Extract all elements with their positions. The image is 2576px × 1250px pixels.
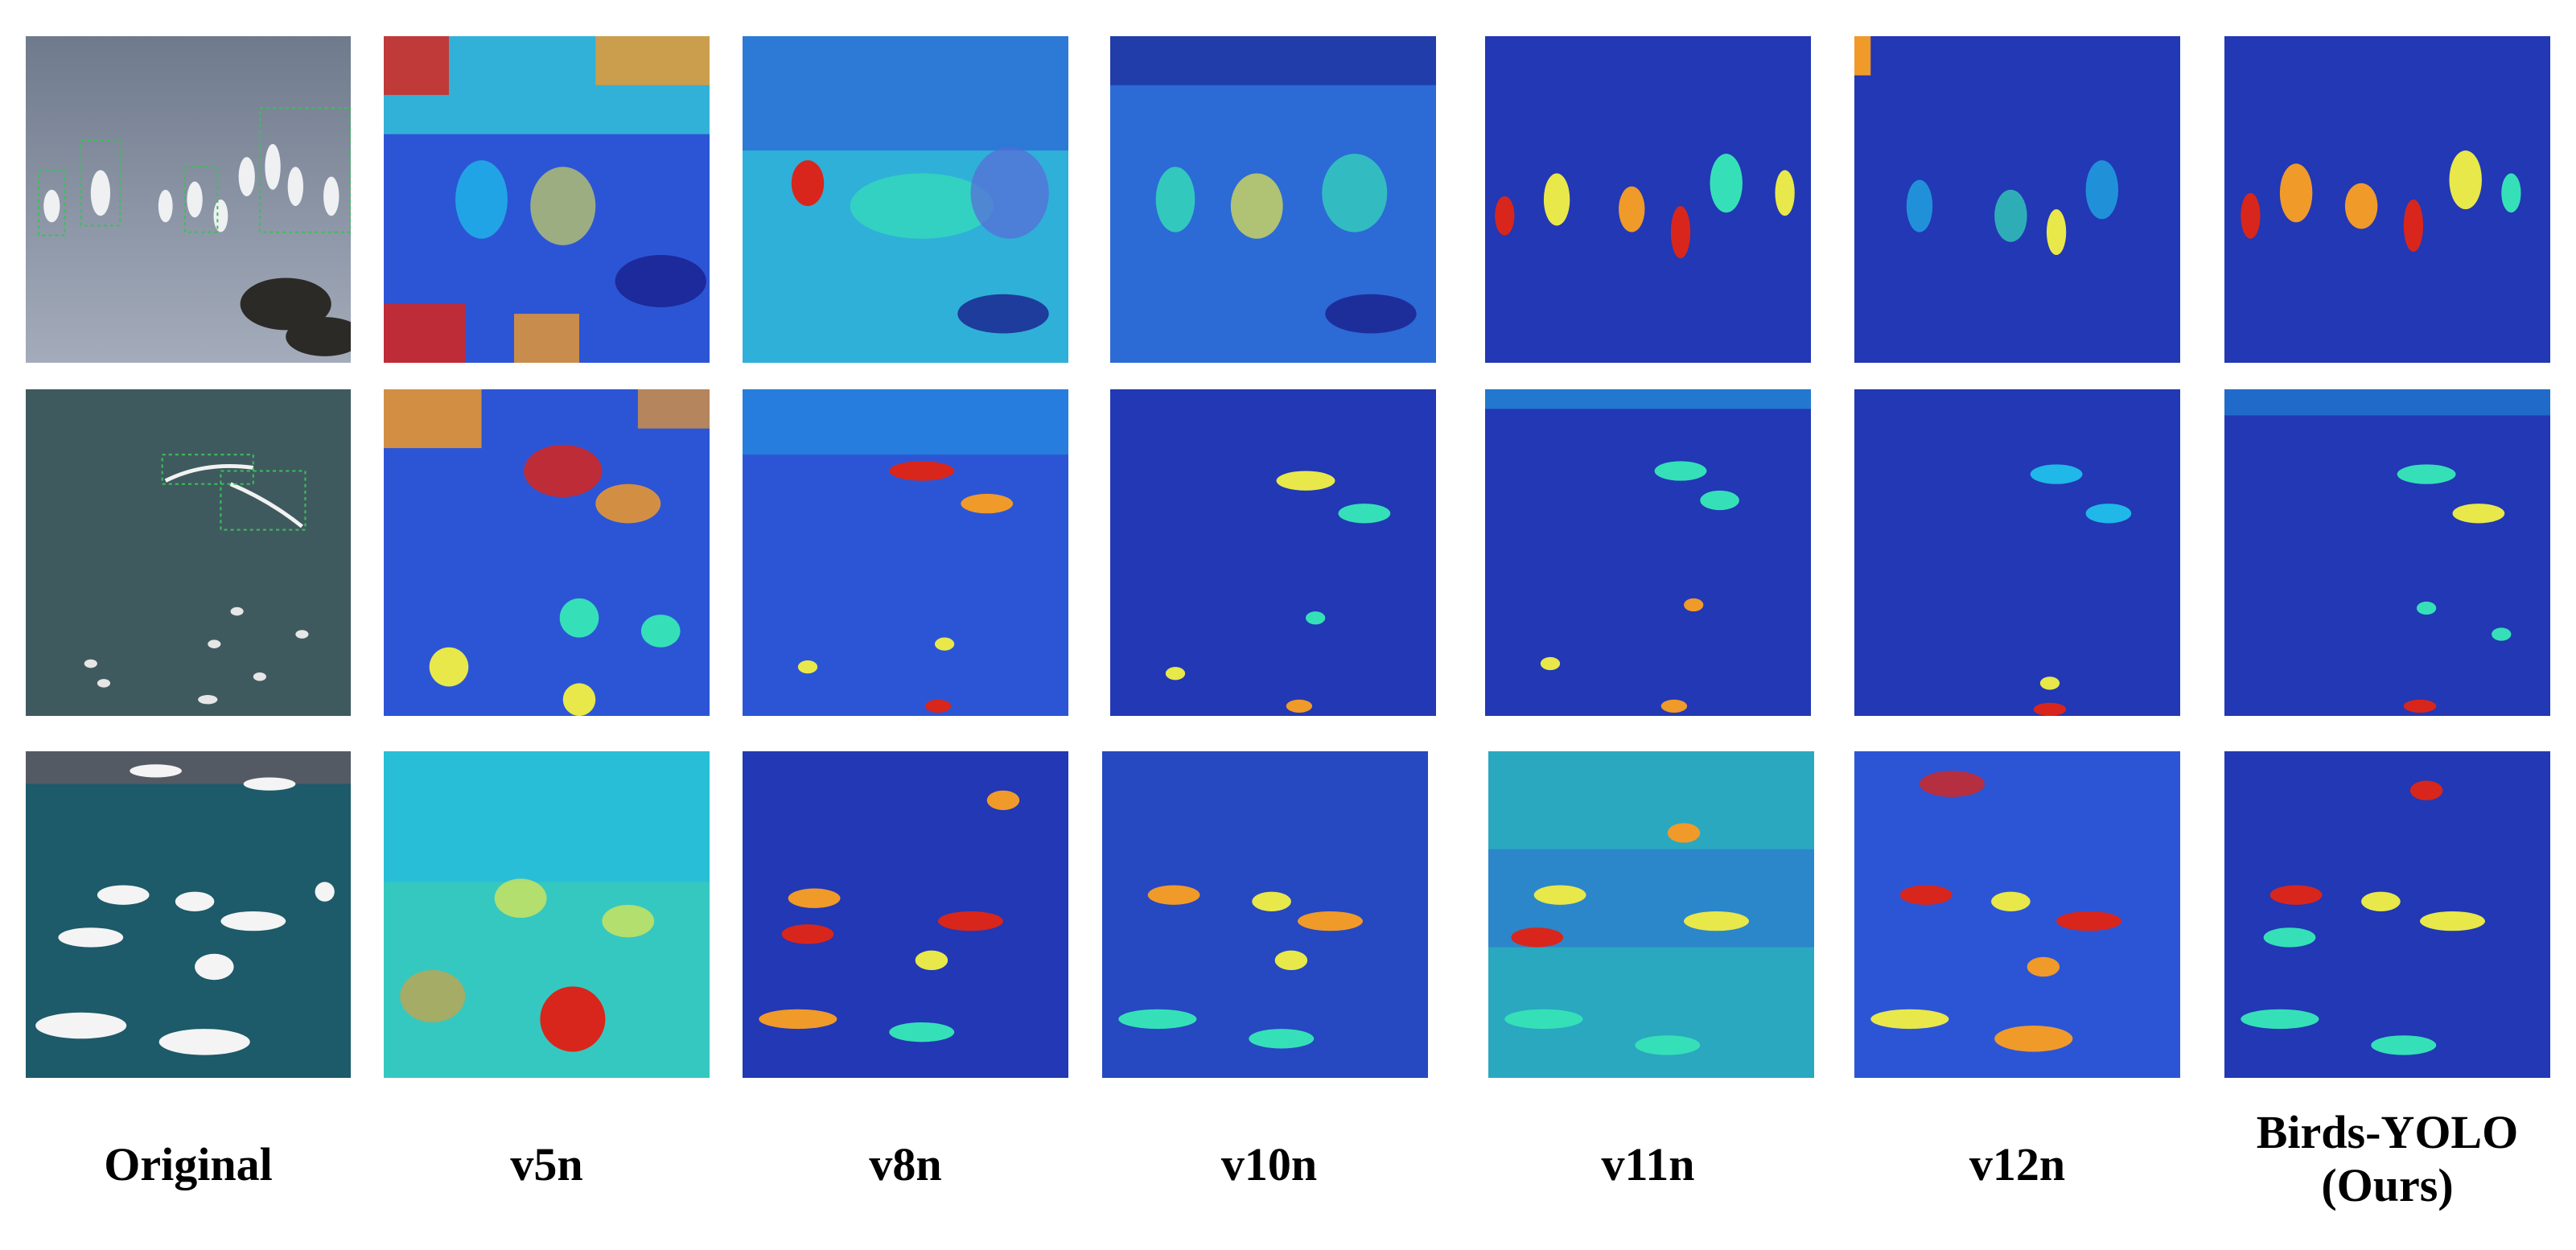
label-birds-yolo: Birds-YOLO (Ours) (2224, 1106, 2550, 1212)
heatmap-v5n-egrets (384, 36, 710, 363)
heatmap-v8n-egrets (743, 36, 1068, 363)
heatmap-birds-yolo-egrets (2224, 36, 2550, 363)
heatmap-birds-yolo-gulls (2224, 389, 2550, 716)
heatmap-v12n-egrets (1854, 36, 2180, 363)
label-v12n: v12n (1969, 1138, 2066, 1190)
label-v5n: v5n (510, 1138, 583, 1190)
heatmap-v8n-swans (743, 751, 1068, 1078)
label-original: Original (104, 1138, 273, 1190)
label-v11n: v11n (1601, 1138, 1695, 1190)
label-v8n: v8n (869, 1138, 942, 1190)
label-birds-yolo-line1: Birds-YOLO (2256, 1106, 2519, 1158)
heatmap-v11n-gulls (1485, 389, 1811, 716)
label-v10n: v10n (1220, 1138, 1318, 1190)
heatmap-v10n-swans (1102, 751, 1428, 1078)
heatmap-v11n-swans (1488, 751, 1814, 1078)
heatmap-v5n-swans (384, 751, 710, 1078)
heatmap-v12n-swans (1854, 751, 2180, 1078)
heatmap-v8n-gulls (743, 389, 1068, 716)
heatmap-v5n-gulls (384, 389, 710, 716)
heatmap-v10n-egrets (1110, 36, 1436, 363)
label-birds-yolo-line2: (Ours) (2321, 1159, 2454, 1211)
caption-row: Original v5n v8n v10n v11n v12n Birds-YO… (0, 1090, 2576, 1250)
heatmap-v11n-egrets (1485, 36, 1811, 363)
original-swans-photo (26, 751, 351, 1078)
heatmap-v10n-gulls (1110, 389, 1436, 716)
heatmap-birds-yolo-swans (2224, 751, 2550, 1078)
heatmap-v12n-gulls (1854, 389, 2180, 716)
original-egrets-photo (26, 36, 351, 363)
original-gulls-photo (26, 389, 351, 716)
